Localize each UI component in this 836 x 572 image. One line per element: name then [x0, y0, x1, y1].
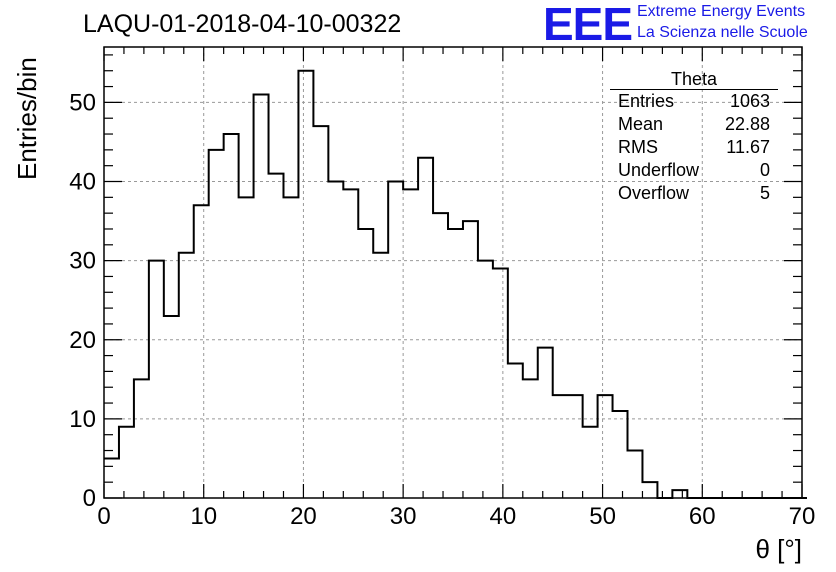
y-tick-label: 30 — [69, 248, 96, 275]
histogram-bin — [358, 229, 373, 498]
histogram-bin — [164, 316, 179, 498]
histogram-bin — [328, 182, 343, 498]
y-tick-label: 50 — [69, 89, 96, 116]
histogram-bin — [448, 229, 463, 498]
stats-row-overflow: Overflow 5 — [618, 183, 770, 203]
histogram-bin — [298, 71, 313, 498]
plot-frame — [103, 46, 803, 499]
histogram-bin — [224, 134, 239, 498]
x-tick-label: 20 — [290, 503, 317, 530]
histogram-bin — [568, 395, 583, 498]
x-axis-label: θ [°] — [755, 534, 802, 564]
brand-line-2: La Scienza nelle Scuole — [637, 24, 808, 41]
histogram-bin — [583, 427, 598, 498]
histogram-bin — [239, 197, 254, 498]
y-tick-label: 40 — [69, 169, 96, 196]
histogram-bin — [179, 253, 194, 498]
x-tick-label: 0 — [97, 503, 110, 530]
histogram-bin — [209, 150, 224, 498]
histogram-series — [104, 69, 807, 499]
histogram-bin — [283, 197, 298, 498]
histogram-bin — [254, 94, 269, 498]
stats-row-mean: Mean 22.88 — [618, 114, 770, 134]
y-tick-label: 0 — [83, 485, 96, 512]
histogram-bin — [418, 158, 433, 498]
histogram-bin — [149, 261, 164, 498]
histogram-bin — [463, 221, 478, 498]
histogram-bin — [269, 174, 284, 498]
histogram-bin — [672, 490, 687, 498]
y-tick-label: 10 — [69, 406, 96, 433]
logo-text: EEE — [543, 2, 631, 44]
histogram-bin — [642, 482, 657, 498]
histogram-bin — [104, 458, 119, 498]
histogram-bin — [508, 363, 523, 498]
stats-row-entries: Entries 1063 — [618, 91, 770, 111]
histogram-bin — [613, 411, 628, 498]
x-tick-label: 30 — [390, 503, 417, 530]
y-tick-label: 20 — [69, 327, 96, 354]
x-tick-label: 10 — [190, 503, 217, 530]
stats-title: Theta — [610, 70, 778, 90]
histogram-bin — [628, 451, 643, 498]
histogram-bin — [478, 261, 493, 498]
brand-line-1: Extreme Energy Events — [637, 3, 806, 20]
x-tick-label: 70 — [789, 503, 816, 530]
histogram-bin — [373, 253, 388, 498]
histogram-bin — [134, 379, 149, 498]
chart-title: LAQU-01-2018-04-10-00322 — [83, 10, 402, 38]
histogram-bin — [523, 379, 538, 498]
x-tick-label: 50 — [589, 503, 616, 530]
histogram-bin — [538, 348, 553, 498]
x-tick-label: 60 — [689, 503, 716, 530]
histogram-bin — [343, 189, 358, 498]
x-tick-label: 40 — [490, 503, 517, 530]
stats-row-underflow: Underflow 0 — [618, 160, 770, 180]
eee-logo: EEE — [543, 2, 633, 44]
stats-row-rms: RMS 11.67 — [618, 137, 770, 157]
histogram-bin — [119, 427, 134, 498]
stats-box: Theta Entries 1063 Mean 22.88 RMS 11.67 Und… — [610, 70, 778, 205]
histogram-bin — [403, 189, 418, 498]
histogram-bin — [598, 395, 613, 498]
histogram-bin — [433, 213, 448, 498]
histogram-bin — [553, 395, 568, 498]
histogram-bin — [194, 205, 209, 498]
histogram-bin — [493, 269, 508, 498]
